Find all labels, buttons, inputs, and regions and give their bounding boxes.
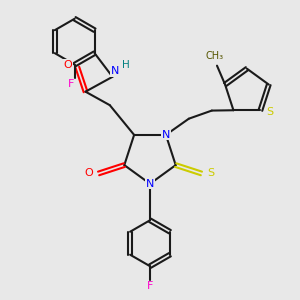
Text: S: S bbox=[266, 106, 274, 117]
Text: O: O bbox=[64, 60, 72, 70]
Text: F: F bbox=[68, 79, 74, 88]
Text: F: F bbox=[147, 281, 153, 292]
Text: S: S bbox=[207, 169, 214, 178]
Text: H: H bbox=[122, 60, 130, 70]
Text: N: N bbox=[111, 66, 119, 76]
Text: CH₃: CH₃ bbox=[205, 51, 224, 61]
Text: O: O bbox=[85, 169, 94, 178]
Text: N: N bbox=[146, 179, 154, 189]
Text: N: N bbox=[162, 130, 170, 140]
